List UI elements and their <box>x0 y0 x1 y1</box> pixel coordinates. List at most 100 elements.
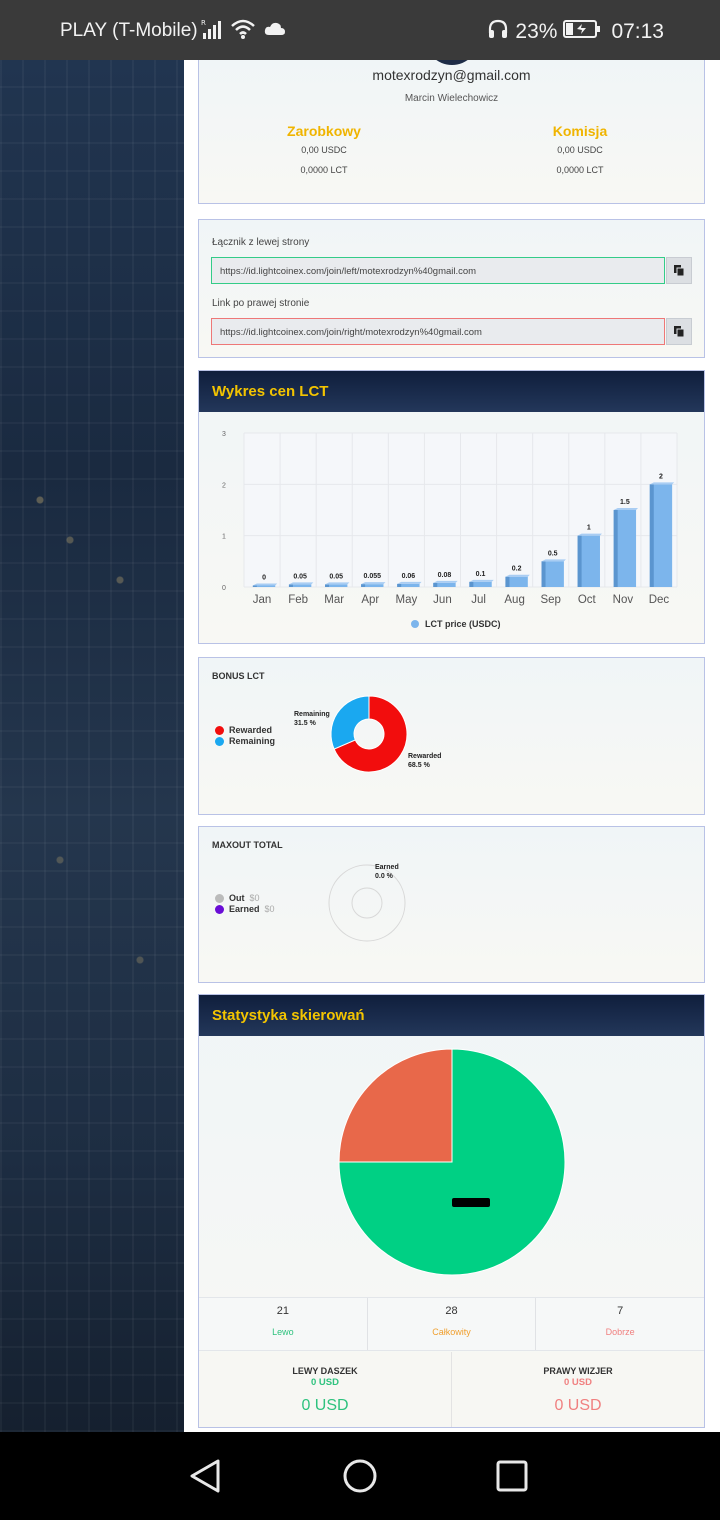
left-money-small: 0 USD <box>311 1377 339 1388</box>
left-count-label: Lewo <box>272 1327 294 1337</box>
x-tick-label: Oct <box>578 594 597 606</box>
cloud-icon <box>264 21 286 42</box>
bar-value-label: 0.06 <box>402 573 416 580</box>
maxout-total-card: MAXOUT TOTAL Out $0 Earned $0 Earned 0.0 … <box>198 826 705 983</box>
background-city-image <box>0 60 184 1432</box>
bar-top <box>613 508 639 510</box>
bar-top <box>433 580 458 583</box>
left-money-title: LEWY DASZEK <box>292 1366 358 1376</box>
bar <box>613 510 637 587</box>
bonus-donut-chart <box>330 695 408 773</box>
referral-stats-card: Statystyka skierowań 21 Lewo 28 Całkowit… <box>198 994 705 1428</box>
x-tick-label: Dec <box>649 594 670 606</box>
legend-remaining[interactable]: Remaining <box>215 736 275 746</box>
bar-value-label: 0.055 <box>364 573 382 580</box>
lct-price-bar-chart: 0 1 2 3 0 Jan 0.05 Feb 0.05 Mar 0.055 Apr 0.06 May 0.0… <box>222 431 678 629</box>
bar-side <box>577 535 582 587</box>
earned-dot-icon <box>215 904 224 914</box>
x-tick-label: Jun <box>433 594 452 606</box>
bar-value-label: 0.5 <box>548 550 558 557</box>
bar-top <box>288 582 314 585</box>
commission-lct: 0,0000 LCT <box>556 165 604 175</box>
y-tick-label: 2 <box>222 482 226 489</box>
bar-value-label: 0 <box>262 575 266 582</box>
bar-value-label: 0.05 <box>329 573 343 580</box>
bar-side <box>325 584 330 587</box>
earnings-stat: Zarobkowy 0,00 USDC 0,0000 LCT <box>224 123 424 175</box>
x-tick-label: Sep <box>540 594 560 606</box>
legend-rewarded[interactable]: Rewarded <box>215 725 272 735</box>
recents-button-icon[interactable] <box>496 1460 528 1492</box>
bar <box>541 561 564 587</box>
left-link-field[interactable]: https://id.lightcoinex.com/join/left/mot… <box>211 257 665 284</box>
bar-side <box>433 582 438 587</box>
copy-right-link-button[interactable] <box>666 318 692 345</box>
legend-earned[interactable]: Earned $0 <box>215 904 275 914</box>
bar-value-label: 0.1 <box>476 571 486 578</box>
maxout-inner-ring <box>351 887 383 919</box>
bar-top <box>541 559 566 562</box>
x-tick-label: May <box>396 594 418 606</box>
bar-value-label: 2 <box>659 473 663 480</box>
pie-tooltip <box>452 1198 490 1207</box>
bar <box>288 584 312 587</box>
right-count-stat: 7 Dobrze <box>535 1298 704 1350</box>
pie-slice <box>338 1048 566 1276</box>
bar <box>433 582 456 587</box>
user-email: motexrodzyn@gmail.com <box>372 67 531 83</box>
bar-top <box>397 581 422 584</box>
maxout-donut-chart <box>328 864 406 942</box>
bar-side <box>469 581 474 587</box>
referral-money: LEWY DASZEK 0 USD 0 USD PRAWY WIZJER 0 U… <box>199 1352 704 1427</box>
bar-top <box>577 533 602 536</box>
battery-percent: 23% <box>515 20 558 43</box>
right-money-big: 0 USD <box>554 1397 602 1414</box>
remaining-dot-icon <box>215 736 224 746</box>
bar-value-label: 1 <box>587 525 591 532</box>
bar <box>252 585 276 587</box>
total-count: 28 <box>445 1305 458 1317</box>
out-dot-icon <box>215 893 224 903</box>
bar-top <box>505 574 530 577</box>
bar-side <box>361 584 366 587</box>
headphones-icon <box>487 19 509 45</box>
left-link-label: Łącznik z lewej strony <box>212 237 310 248</box>
battery-charging-icon <box>563 19 601 45</box>
signal-icon: R <box>200 18 222 45</box>
copy-icon <box>674 326 685 338</box>
referral-links-card: Łącznik z lewej strony https://id.lightc… <box>198 219 705 358</box>
bar-top <box>469 579 494 582</box>
commission-usdc: 0,00 USDC <box>557 145 603 155</box>
commission-title: Komisja <box>552 123 608 139</box>
bar <box>325 584 348 587</box>
right-link-field[interactable]: https://id.lightcoinex.com/join/right/mo… <box>211 318 665 345</box>
profile-card: motexrodzyn@gmail.com Marcin Wielechowic… <box>198 60 705 204</box>
legend-out[interactable]: Out $0 <box>215 893 260 903</box>
bar-side <box>649 484 654 587</box>
bar-side <box>397 583 402 587</box>
x-tick-label: Aug <box>504 594 524 606</box>
rewarded-dot-icon <box>215 725 224 735</box>
earnings-title: Zarobkowy <box>287 123 361 139</box>
right-count-label: Dobrze <box>605 1327 635 1337</box>
user-name: Marcin Wielechowicz <box>404 93 499 104</box>
bar <box>469 581 492 587</box>
x-tick-label: Jan <box>253 594 272 606</box>
bar-side <box>252 585 257 587</box>
pie-slice <box>333 695 408 773</box>
clock: 07:13 <box>611 20 664 43</box>
pie-slice <box>330 695 370 750</box>
back-button-icon[interactable] <box>188 1458 222 1494</box>
copy-left-link-button[interactable] <box>666 257 692 284</box>
bar <box>505 576 528 587</box>
referral-counts: 21 Lewo 28 Całkowity 7 Dobrze <box>199 1297 704 1351</box>
home-button-icon[interactable] <box>342 1458 378 1494</box>
bar-top <box>325 582 350 585</box>
earnings-lct: 0,0000 LCT <box>300 165 348 175</box>
wifi-icon <box>230 18 256 45</box>
dashboard-content[interactable]: motexrodzyn@gmail.com Marcin Wielechowic… <box>184 60 720 1432</box>
bar-side <box>288 584 293 587</box>
copy-icon <box>674 265 685 277</box>
maxout-outer-ring <box>328 864 406 942</box>
bar-value-label: 0.2 <box>512 566 522 573</box>
